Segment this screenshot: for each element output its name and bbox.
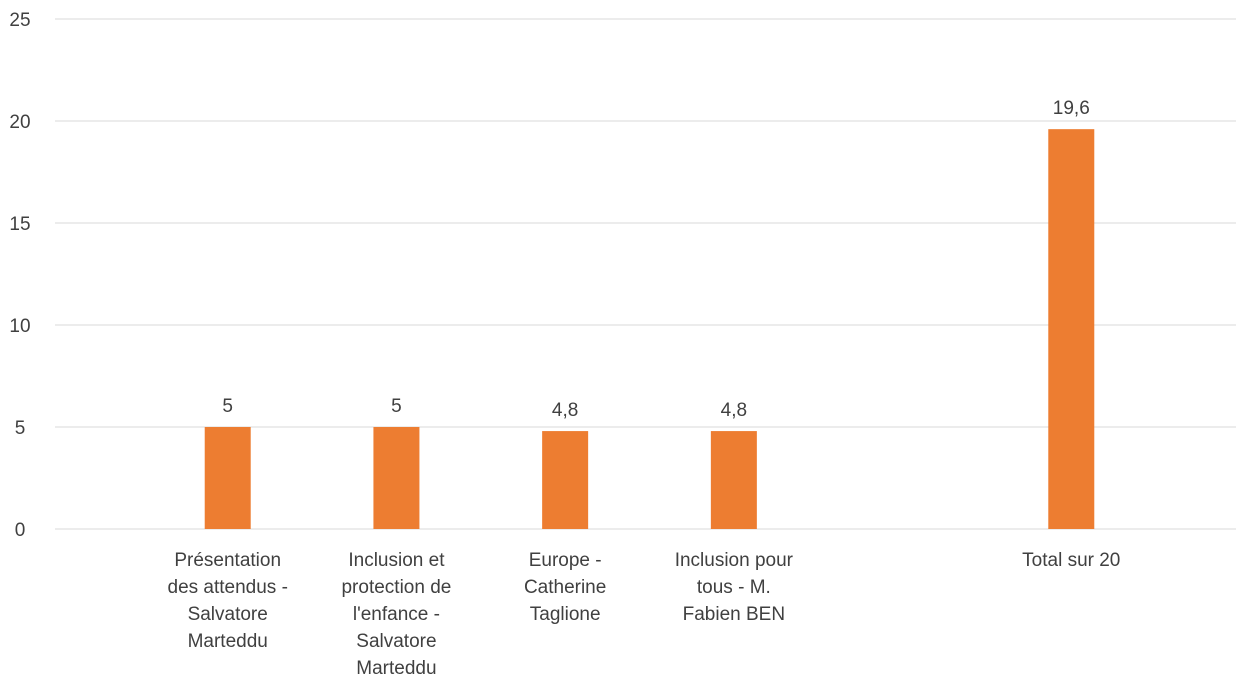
category-label: Catherine: [524, 577, 606, 598]
category-label: Taglione: [530, 604, 601, 625]
y-tick-label: 15: [9, 214, 30, 235]
y-tick-label: 25: [9, 10, 30, 31]
category-label: des attendus -: [168, 577, 288, 598]
bar: [373, 427, 420, 529]
bar: [204, 427, 251, 529]
category-label: Europe -: [529, 550, 602, 571]
category-label: protection de: [341, 577, 451, 598]
y-tick-label: 0: [15, 520, 26, 541]
data-label: 19,6: [1053, 98, 1090, 119]
data-label: 5: [391, 396, 402, 417]
y-tick-label: 20: [9, 112, 30, 133]
category-label: tous - M.: [697, 577, 771, 598]
category-label: Salvatore: [356, 631, 436, 652]
y-tick-label: 5: [15, 418, 26, 439]
category-label: Total sur 20: [1022, 550, 1120, 571]
category-label: Présentation: [174, 550, 281, 571]
category-label: Fabien BEN: [683, 604, 785, 625]
data-label: 5: [222, 396, 233, 417]
data-label: 4,8: [552, 400, 578, 421]
category-label: l'enfance -: [353, 604, 440, 625]
y-tick-label: 10: [9, 316, 30, 337]
data-label: 4,8: [721, 400, 747, 421]
bar: [710, 431, 757, 529]
category-label: Marteddu: [188, 631, 268, 652]
category-label: Marteddu: [356, 658, 436, 679]
bar: [1048, 129, 1095, 529]
category-label: Salvatore: [188, 604, 268, 625]
category-label: Inclusion et: [348, 550, 445, 571]
category-label: Inclusion pour: [675, 550, 794, 571]
bar: [542, 431, 589, 529]
